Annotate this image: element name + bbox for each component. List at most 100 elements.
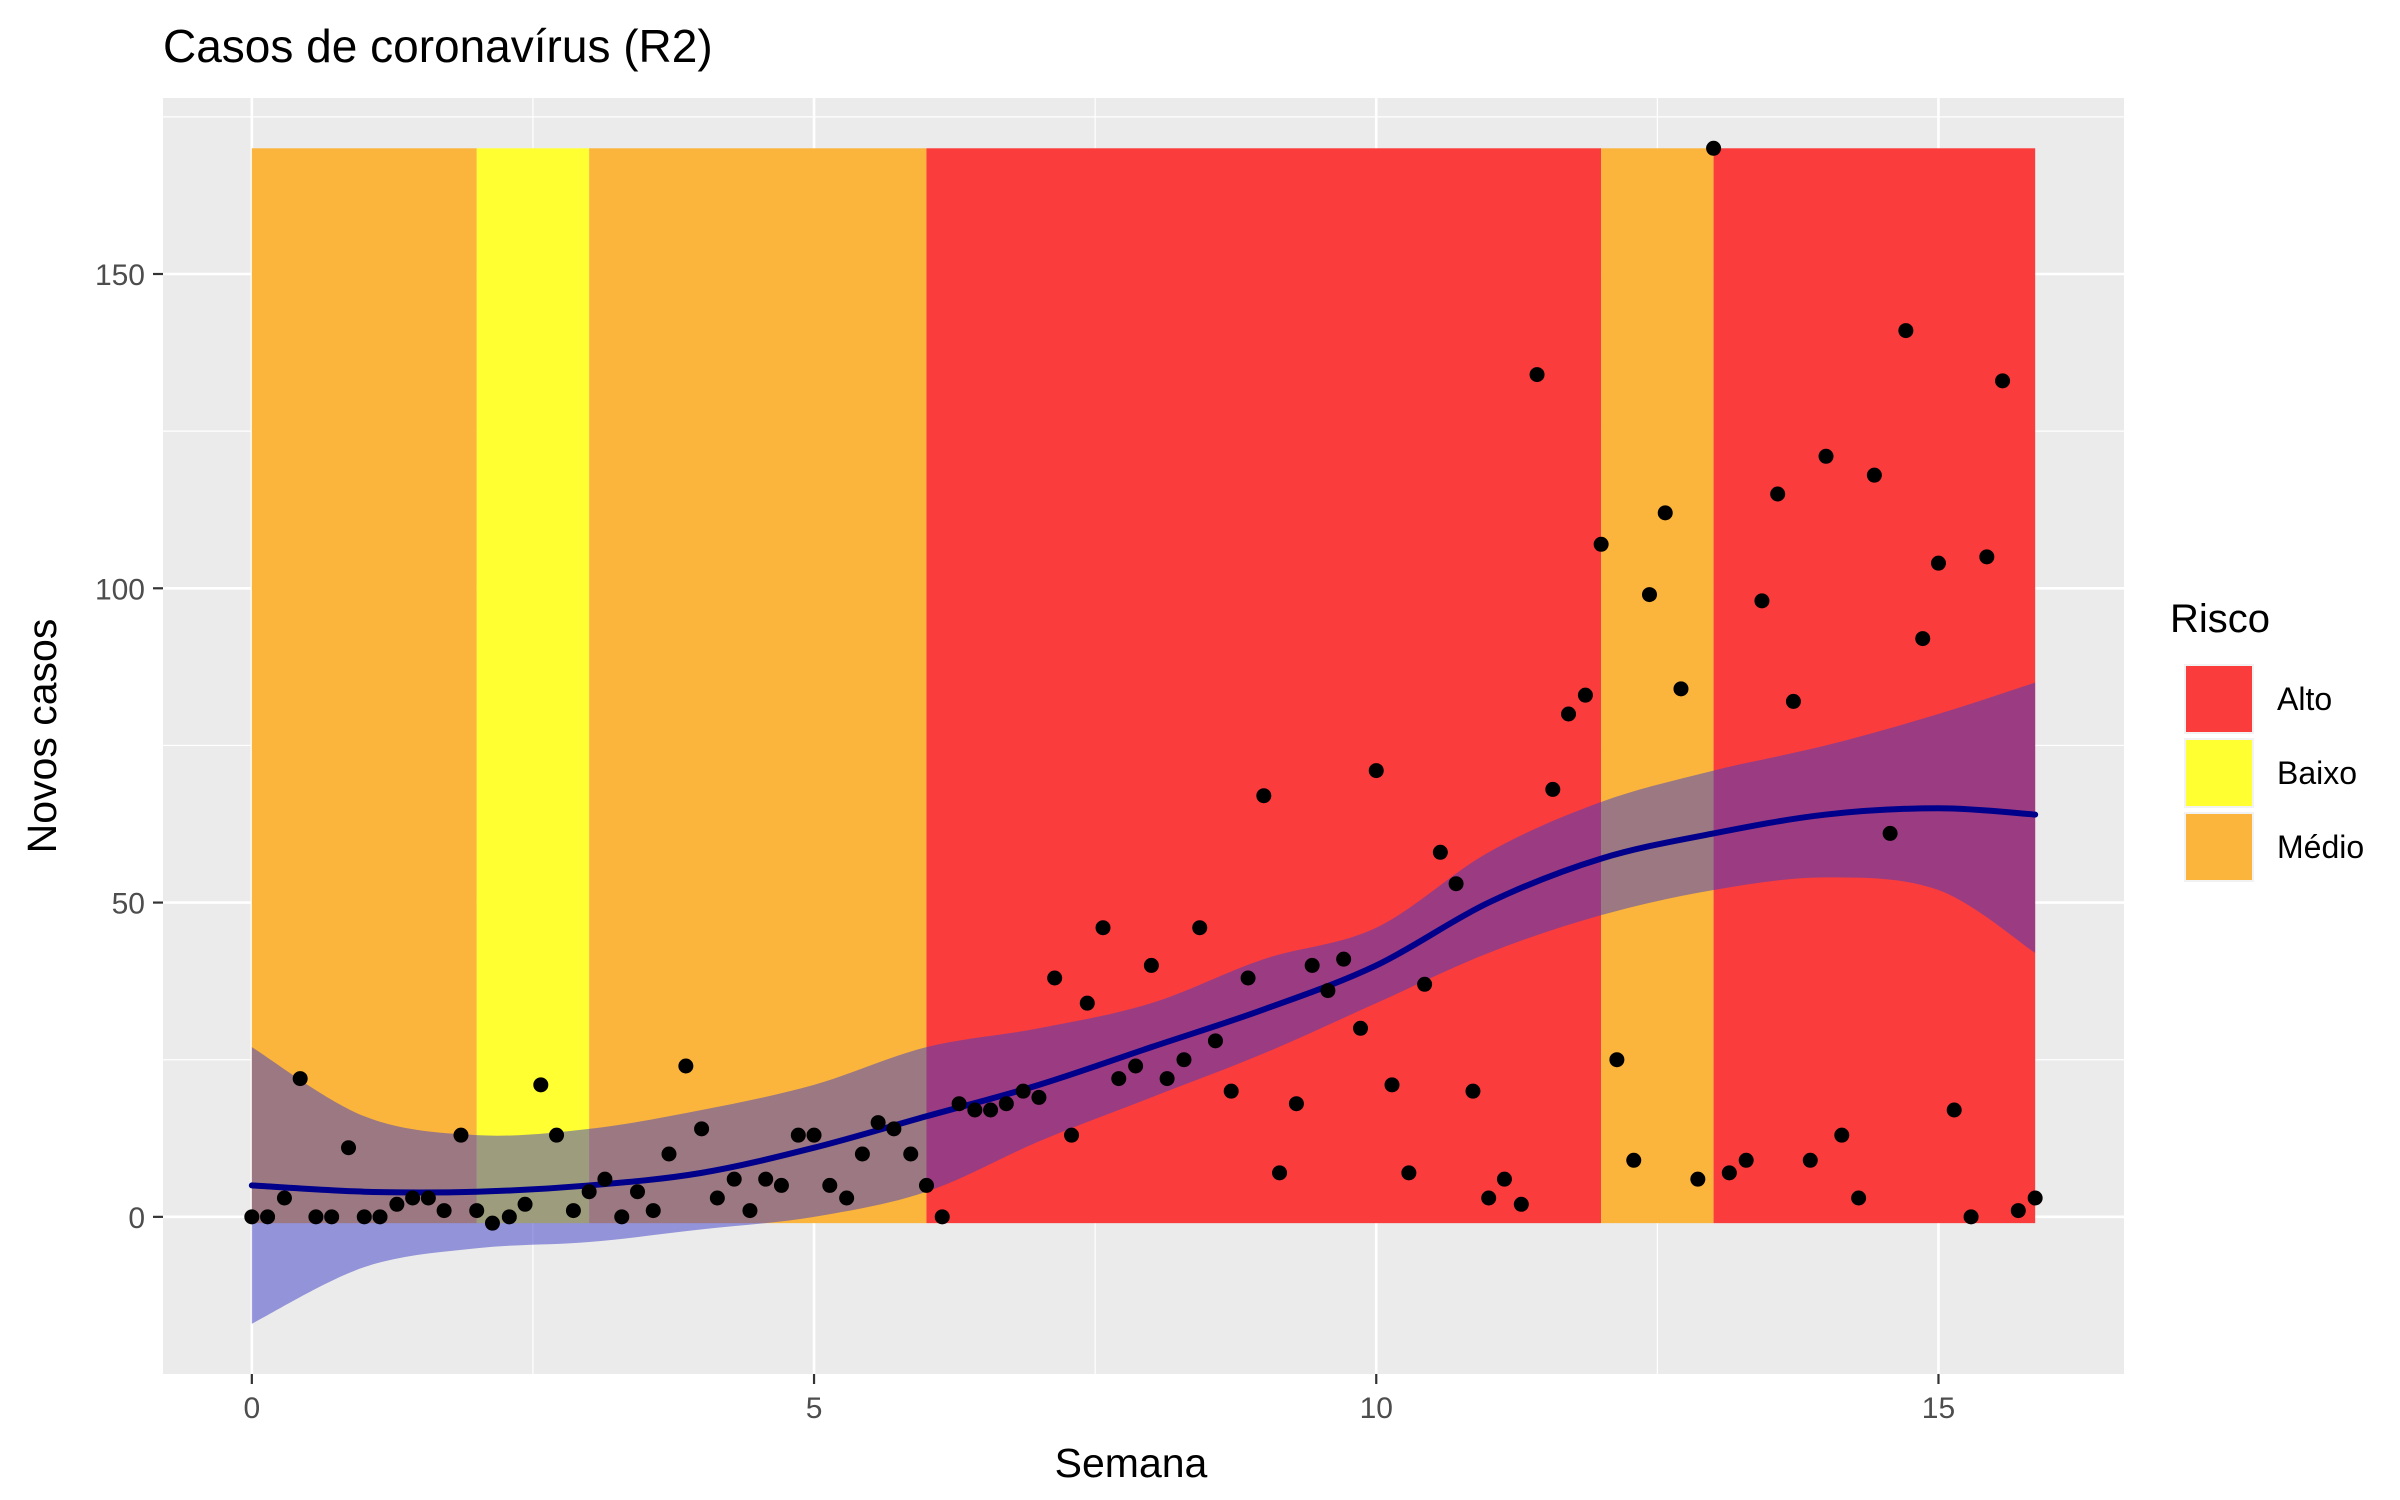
y-axis-title: Novos casos <box>19 619 65 854</box>
data-point <box>1176 1052 1192 1068</box>
chart-title: Casos de coronavírus (R2) <box>163 20 713 72</box>
data-point <box>292 1071 308 1087</box>
data-point <box>1320 983 1336 999</box>
legend: Alto Baixo Médio <box>2184 664 2364 882</box>
y-tick-label: 100 <box>95 573 145 606</box>
data-point <box>1545 781 1561 797</box>
data-point <box>1851 1190 1867 1206</box>
data-point <box>742 1203 758 1219</box>
data-point <box>630 1184 646 1200</box>
data-point <box>1143 957 1159 973</box>
data-point <box>1690 1171 1706 1187</box>
data-point <box>1963 1209 1979 1225</box>
data-point <box>645 1203 661 1219</box>
data-point <box>1513 1196 1529 1212</box>
data-point <box>276 1190 292 1206</box>
data-point <box>1593 536 1609 552</box>
data-point <box>918 1177 934 1193</box>
data-point <box>709 1190 725 1206</box>
data-point <box>517 1196 533 1212</box>
y-tick-label: 50 <box>112 888 145 921</box>
confidence-ribbon <box>251 682 2036 1324</box>
data-point <box>1802 1152 1818 1168</box>
data-point <box>1401 1165 1417 1181</box>
data-point <box>1448 876 1464 892</box>
smooth-line <box>248 805 2039 1196</box>
data-point <box>308 1209 324 1225</box>
data-point <box>1256 788 1272 804</box>
data-point <box>1432 844 1448 860</box>
data-point <box>1368 763 1384 779</box>
data-point <box>822 1177 838 1193</box>
data-point <box>967 1102 983 1118</box>
data-point <box>1496 1171 1512 1187</box>
data-point <box>1609 1052 1625 1068</box>
data-point <box>1095 920 1111 936</box>
data-point <box>1946 1102 1962 1118</box>
data-point <box>484 1215 500 1231</box>
data-point <box>2027 1190 2043 1206</box>
data-point <box>436 1203 452 1219</box>
data-point <box>854 1146 870 1162</box>
legend-swatch <box>2186 814 2252 880</box>
data-point <box>1015 1083 1031 1099</box>
data-point <box>356 1209 372 1225</box>
data-point <box>453 1127 469 1143</box>
data-point <box>1288 1096 1304 1112</box>
data-point <box>389 1196 405 1212</box>
data-point <box>886 1121 902 1137</box>
data-point <box>372 1209 388 1225</box>
x-tick-label: 10 <box>1360 1392 1393 1425</box>
data-point <box>324 1209 340 1225</box>
data-point <box>469 1203 485 1219</box>
data-point <box>581 1184 597 1200</box>
data-point <box>549 1127 565 1143</box>
smooth-trend-line <box>248 805 2039 1196</box>
data-point <box>870 1115 886 1131</box>
data-point <box>1626 1152 1642 1168</box>
risk-band <box>1601 148 1714 1224</box>
risk-band <box>251 148 477 1224</box>
data-point <box>1159 1071 1175 1087</box>
legend-swatch <box>2186 740 2252 806</box>
data-point <box>1529 367 1545 383</box>
data-point <box>1336 951 1352 967</box>
legend-label: Médio <box>2277 829 2364 865</box>
data-point <box>1577 687 1593 703</box>
data-point <box>1207 1033 1223 1049</box>
data-point <box>2010 1203 2026 1219</box>
x-tick-label: 5 <box>806 1392 823 1425</box>
risk-band <box>476 148 590 1224</box>
data-point <box>694 1121 710 1137</box>
data-point <box>934 1209 950 1225</box>
y-tick-label: 150 <box>95 259 145 292</box>
x-axis-title: Semana <box>1055 1440 1208 1486</box>
data-point <box>1673 681 1689 697</box>
data-point <box>597 1171 613 1187</box>
data-point <box>773 1177 789 1193</box>
data-point <box>1738 1152 1754 1168</box>
data-point <box>678 1058 694 1074</box>
data-point <box>1481 1190 1497 1206</box>
data-point <box>1818 448 1834 464</box>
data-point <box>1770 486 1786 502</box>
data-point <box>903 1146 919 1162</box>
confidence-ribbon-area <box>251 682 2036 1324</box>
data-point <box>661 1146 677 1162</box>
x-tick-label: 0 <box>243 1392 260 1425</box>
data-point <box>1417 976 1433 992</box>
data-point <box>565 1203 581 1219</box>
x-tick-label: 15 <box>1922 1392 1955 1425</box>
data-point <box>1047 970 1063 986</box>
data-point <box>501 1209 517 1225</box>
data-point <box>1915 631 1931 647</box>
legend-label: Baixo <box>2277 755 2357 791</box>
data-point <box>1079 995 1095 1011</box>
data-point <box>260 1209 276 1225</box>
data-point <box>1866 467 1882 483</box>
data-point <box>726 1171 742 1187</box>
data-point <box>533 1077 549 1093</box>
data-point <box>1898 323 1914 339</box>
data-point <box>614 1209 630 1225</box>
